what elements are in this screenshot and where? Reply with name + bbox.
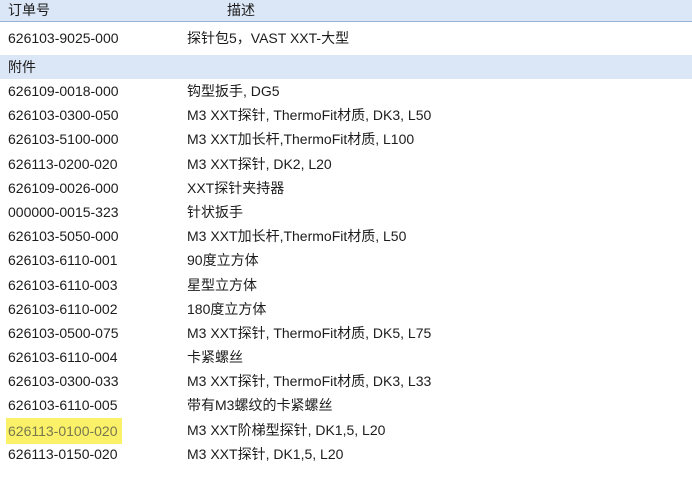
description-cell: 卡紧螺丝 [187,349,243,366]
table-row: 626109-0018-000 钩型扳手, DG5 [0,79,692,103]
order-number-cell: 626103-5050-000 [8,228,119,245]
description-cell: M3 XXT探针, DK1,5, L20 [187,445,344,462]
description-cell: 探针包5，VAST XXT-大型 [187,30,350,46]
order-number-cell: 626103-5100-000 [8,131,119,148]
description-cell: 星型立方体 [187,276,257,293]
description-cell: 180度立方体 [187,300,267,317]
order-number-cell: 626109-0026-000 [8,179,119,196]
order-number-cell: 626103-6110-001 [8,252,118,269]
table-row: 626103-6110-004 卡紧螺丝 [0,345,692,369]
order-number-cell: 626103-0300-033 [8,373,119,390]
order-number-cell: 626103-0300-050 [8,107,119,124]
description-cell: 带有M3螺纹的卡紧螺丝 [187,397,333,414]
description-cell: M3 XXT阶梯型探针, DK1,5, L20 [187,421,386,438]
table-row: 626103-0300-050 M3 XXT探针, ThermoFit材质, DK… [0,103,692,127]
description-cell: M3 XXT探针, ThermoFit材质, DK3, L50 [187,107,432,124]
table-row: 626113-0100-020 M3 XXT阶梯型探针, DK1,5, L20 [0,417,692,444]
description-cell: M3 XXT加长杆,ThermoFit材质, L100 [187,131,415,148]
column-header-description: 描述 [227,2,255,18]
table-row: 626103-6110-003 星型立方体 [0,273,692,297]
order-number-cell: 626103-6110-002 [8,300,118,317]
description-cell: M3 XXT探针, ThermoFit材质, DK3, L33 [187,373,432,390]
table-row: 626103-6110-001 90度立方体 [0,248,692,272]
description-cell: 钩型扳手, DG5 [187,83,280,99]
order-number-cell: 626103-6110-004 [8,349,118,366]
table-row: 626113-0150-020 M3 XXT探针, DK1,5, L20 [0,442,692,466]
table-row: 626103-5050-000 M3 XXT加长杆,ThermoFit材质, L5… [0,224,692,248]
description-cell: M3 XXT探针, ThermoFit材质, DK5, L75 [187,324,432,341]
description-cell: 针状扳手 [187,203,243,220]
table-row: 626109-0026-000 XXT探针夹持器 [0,176,692,200]
section-header-accessories: 附件 [0,55,692,79]
description-cell: XXT探针夹持器 [187,179,285,196]
description-cell: M3 XXT加长杆,ThermoFit材质, L50 [187,228,407,245]
order-number-cell: 626103-6110-003 [8,276,118,293]
description-cell: M3 XXT探针, DK2, L20 [187,155,332,172]
order-number-cell: 626113-0200-020 [8,155,118,172]
order-number-cell: 626103-6110-005 [8,397,118,414]
description-cell: 90度立方体 [187,252,259,269]
table-row: 626103-0500-075 M3 XXT探针, ThermoFit材质, DK… [0,321,692,345]
order-number-cell: 000000-0015-323 [8,203,119,220]
order-number-cell: 626103-0500-075 [8,324,119,341]
order-number-cell-highlighted: 626113-0100-020 [6,417,122,444]
table-row-product: 626103-9025-000 探针包5，VAST XXT-大型 [0,22,692,55]
order-number-cell: 626109-0018-000 [8,83,119,99]
table-row: 626103-6110-002 180度立方体 [0,297,692,321]
table-row: 626103-5100-000 M3 XXT加长杆,ThermoFit材质, L1… [0,127,692,151]
table-header-row: 订单号 描述 [0,0,692,22]
order-number-cell: 626113-0150-020 [8,445,118,462]
table-row: 626103-6110-005 带有M3螺纹的卡紧螺丝 [0,393,692,417]
section-label: 附件 [8,59,36,75]
table-row: 000000-0015-323 针状扳手 [0,200,692,224]
accessories-rows: 626109-0018-000 钩型扳手, DG5 626103-0300-050 M… [0,79,692,466]
table-row: 626103-0300-033 M3 XXT探针, ThermoFit材质, DK… [0,369,692,393]
order-number-cell: 626103-9025-000 [8,30,119,46]
table-row: 626113-0200-020 M3 XXT探针, DK2, L20 [0,152,692,176]
column-header-order-number: 订单号 [8,2,50,18]
